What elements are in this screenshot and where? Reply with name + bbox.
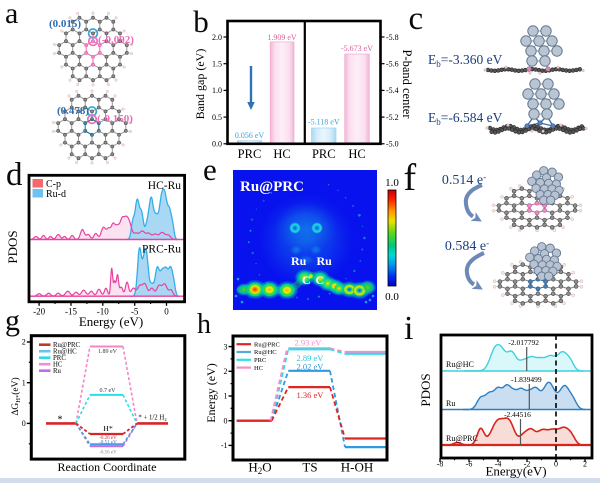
svg-text:HC: HC <box>348 147 365 161</box>
svg-text:2: 2 <box>22 338 26 347</box>
svg-text:-0.26 eV: -0.26 eV <box>99 436 117 441</box>
svg-text:2.0: 2.0 <box>212 33 222 42</box>
svg-text:*: * <box>58 414 63 425</box>
svg-text:-15: -15 <box>65 306 77 316</box>
svg-text:* + 1/2 H2: * + 1/2 H2 <box>138 415 167 422</box>
svg-text:-0.56 eV: -0.56 eV <box>99 450 117 455</box>
svg-text:-5.6: -5.6 <box>386 60 399 69</box>
svg-text:H-OH: H-OH <box>341 460 374 475</box>
svg-text:(-0.150): (-0.150) <box>97 113 133 125</box>
svg-text:-5.673 eV: -5.673 eV <box>341 44 373 53</box>
svg-text:2: 2 <box>583 460 587 469</box>
svg-text:-2: -2 <box>524 460 531 469</box>
svg-text:Energy(eV): Energy(eV) <box>485 464 546 479</box>
svg-text:Ru@HC: Ru@HC <box>53 348 77 355</box>
svg-text:0.514 e-: 0.514 e- <box>442 172 486 188</box>
svg-text:Ru@PRC: Ru@PRC <box>446 434 478 443</box>
svg-text:-5.4: -5.4 <box>386 86 399 95</box>
svg-text:Eb=-3.360 eV: Eb=-3.360 eV <box>428 52 503 69</box>
svg-text:-10: -10 <box>97 306 109 316</box>
svg-text:0: 0 <box>164 306 169 316</box>
svg-text:1: 1 <box>22 378 26 387</box>
svg-text:-5.2: -5.2 <box>386 113 399 122</box>
svg-text:0.0: 0.0 <box>385 291 399 303</box>
svg-text:TS: TS <box>302 460 317 475</box>
svg-text:-1.839499: -1.839499 <box>511 375 542 384</box>
svg-text:-2.44516: -2.44516 <box>504 410 531 419</box>
svg-text:Band gap (eV): Band gap (eV) <box>193 49 207 120</box>
svg-text:-5.118 eV: -5.118 eV <box>308 118 340 127</box>
svg-text:Energy (eV): Energy (eV) <box>204 363 218 422</box>
svg-text:1.5: 1.5 <box>212 60 222 69</box>
svg-text:0: 0 <box>554 460 558 469</box>
svg-text:Reaction Coordinate: Reaction Coordinate <box>58 460 157 474</box>
svg-text:Eb=-6.584 eV: Eb=-6.584 eV <box>428 110 503 127</box>
svg-text:PDOS: PDOS <box>5 230 20 263</box>
svg-text:0.7 eV: 0.7 eV <box>100 388 117 394</box>
svg-text:Ru: Ru <box>291 254 307 268</box>
svg-text:Ru@HC: Ru@HC <box>254 349 277 356</box>
svg-text:PRC: PRC <box>312 147 336 161</box>
svg-text:-5: -5 <box>131 306 139 316</box>
svg-text:0: 0 <box>224 416 228 425</box>
svg-text:PRC: PRC <box>254 357 266 364</box>
svg-text:0.584 e-: 0.584 e- <box>445 238 489 254</box>
svg-text:P-band center: P-band center <box>400 49 414 119</box>
svg-text:(0.015): (0.015) <box>49 18 81 30</box>
svg-text:-8: -8 <box>437 460 444 469</box>
svg-text:-5.0: -5.0 <box>386 140 399 149</box>
svg-text:(0.478): (0.478) <box>57 105 89 117</box>
svg-text:Ru@PRC: Ru@PRC <box>53 342 81 349</box>
svg-text:1.36 eV: 1.36 eV <box>297 390 325 400</box>
svg-text:ΔGH*(eV): ΔGH*(eV) <box>10 377 22 415</box>
svg-text:2: 2 <box>224 367 228 376</box>
svg-text:PRC: PRC <box>53 355 66 362</box>
svg-text:-6: -6 <box>466 460 473 469</box>
svg-text:-4: -4 <box>495 460 502 469</box>
svg-text:2.89 eV: 2.89 eV <box>297 353 325 363</box>
svg-text:2.02 eV: 2.02 eV <box>297 362 325 372</box>
svg-text:PRC: PRC <box>238 147 262 161</box>
svg-text:1.0: 1.0 <box>212 86 222 95</box>
svg-text:PRC-Ru: PRC-Ru <box>142 244 181 256</box>
svg-text:-20: -20 <box>33 306 45 316</box>
svg-text:1: 1 <box>224 392 228 401</box>
svg-text:-0.51 eV: -0.51 eV <box>99 441 117 446</box>
svg-text:(-0.092): (-0.092) <box>98 34 134 46</box>
svg-text:HC: HC <box>254 365 263 372</box>
svg-text:0: 0 <box>22 419 26 428</box>
svg-text:PDOS: PDOS <box>418 373 433 406</box>
svg-text:0.5: 0.5 <box>212 113 222 122</box>
svg-text:1.909 eV: 1.909 eV <box>267 33 297 42</box>
svg-text:Ru@HC: Ru@HC <box>446 360 474 369</box>
svg-text:C-p: C-p <box>46 179 61 190</box>
svg-text:HC: HC <box>53 361 63 368</box>
svg-text:1.0: 1.0 <box>385 177 399 189</box>
svg-text:H*: H* <box>103 424 113 433</box>
svg-text:-2.017792: -2.017792 <box>508 338 539 347</box>
svg-text:2.93 eV: 2.93 eV <box>295 337 323 347</box>
svg-text:1.89 eV: 1.89 eV <box>98 349 118 355</box>
svg-text:HC-Ru: HC-Ru <box>148 180 181 192</box>
svg-text:-1: -1 <box>221 441 228 450</box>
svg-text:Ru: Ru <box>446 399 455 408</box>
svg-text:Ru@PRC: Ru@PRC <box>254 341 280 348</box>
svg-text:-5.8: -5.8 <box>386 33 399 42</box>
svg-text:C: C <box>316 273 325 287</box>
svg-text:Ru: Ru <box>53 368 62 375</box>
svg-text:0.0: 0.0 <box>212 140 222 149</box>
svg-text:HC: HC <box>273 147 290 161</box>
svg-text:3: 3 <box>224 342 228 351</box>
svg-text:Ru: Ru <box>317 254 333 268</box>
svg-text:H2O: H2O <box>248 460 271 477</box>
svg-text:0.056 eV: 0.056 eV <box>235 131 265 140</box>
svg-text:C: C <box>302 273 311 287</box>
svg-text:Ru-d: Ru-d <box>46 189 66 200</box>
svg-text:Ru@PRC: Ru@PRC <box>240 179 304 195</box>
svg-text:Energy (eV): Energy (eV) <box>79 314 143 329</box>
